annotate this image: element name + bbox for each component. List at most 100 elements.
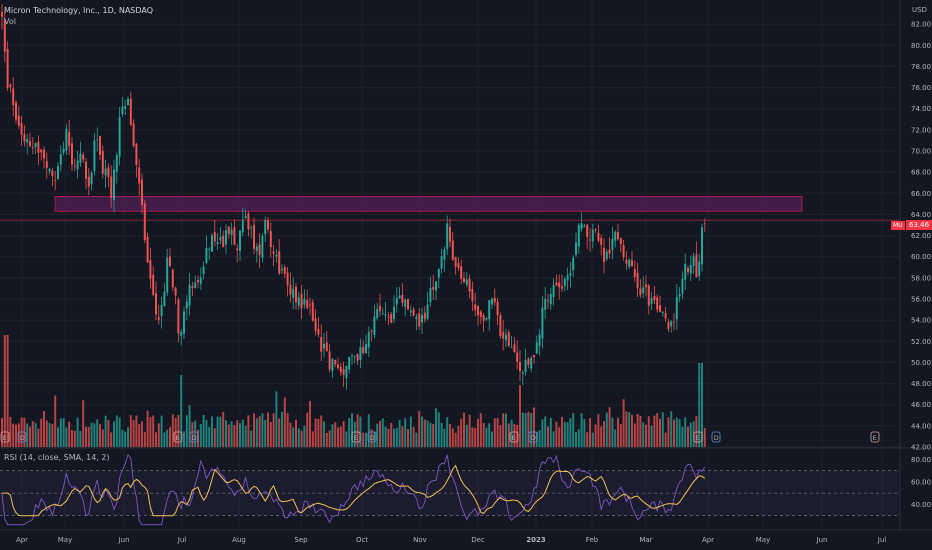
candle-body	[289, 284, 292, 295]
candle-body	[93, 140, 96, 172]
candle-body	[513, 344, 516, 352]
candle-body	[541, 307, 544, 339]
candle-body	[281, 268, 283, 271]
candle-body	[435, 281, 437, 291]
candle-body	[90, 172, 93, 185]
volume-bar	[163, 432, 166, 447]
candle-body	[617, 232, 619, 240]
candle-body	[482, 315, 485, 322]
volume-bar	[421, 416, 423, 447]
candle-body	[124, 106, 127, 109]
volume-bar	[171, 414, 174, 447]
volume-bar	[510, 419, 513, 447]
volume-bars	[1, 335, 706, 447]
price-tick-label: 70.00	[911, 148, 931, 156]
candle-body	[362, 347, 365, 354]
candle-body	[258, 244, 261, 256]
volume-bar	[320, 415, 323, 447]
volume-bar	[37, 428, 40, 447]
candle-body	[166, 257, 169, 293]
event-marker-label: D	[370, 434, 375, 442]
volume-bar	[353, 421, 356, 447]
volume-bar	[241, 419, 244, 447]
candle-body	[474, 304, 477, 310]
candle-body	[174, 287, 177, 296]
event-marker	[17, 431, 27, 443]
volume-bar	[113, 421, 115, 447]
volume-bar	[485, 427, 488, 447]
candle-body	[572, 257, 575, 271]
volume-bar	[54, 395, 57, 447]
event-marker-label: D	[531, 434, 536, 442]
candle-body	[239, 230, 241, 251]
candle-body	[107, 167, 110, 178]
volume-bar	[48, 423, 51, 447]
volume-bar	[379, 420, 381, 447]
volume-bar	[351, 413, 353, 447]
volume-bar	[597, 414, 600, 447]
candle-body	[23, 134, 26, 142]
candle-body	[465, 279, 468, 285]
candle-body	[636, 272, 639, 289]
volume-bar	[65, 427, 68, 447]
volume-bar	[594, 424, 597, 447]
time-tick-label: May	[756, 536, 770, 544]
event-marker-label: D	[192, 434, 197, 442]
event-marker	[693, 431, 703, 443]
volume-bar	[549, 417, 552, 447]
volume-bar	[211, 416, 213, 447]
candle-body	[605, 251, 608, 260]
volume-bar	[521, 412, 524, 447]
rsi-axis[interactable]: 80.00 60.00 40.00	[911, 456, 931, 509]
volume-bar	[118, 417, 121, 447]
candle-body	[188, 284, 191, 306]
resistance-zone	[54, 196, 803, 212]
rsi-panel	[0, 447, 932, 526]
candle-body	[619, 238, 622, 245]
candle-body	[59, 154, 62, 165]
volume-bar	[143, 431, 146, 447]
event-marker-label: E	[696, 434, 700, 442]
candle-body	[222, 235, 225, 248]
volume-bar	[45, 420, 48, 447]
candle-body	[227, 226, 230, 234]
volume-bar	[423, 419, 426, 447]
candle-body	[673, 321, 675, 323]
symbol-tag: MU	[891, 221, 905, 230]
candle-body	[135, 143, 138, 165]
candle-body	[667, 321, 670, 329]
candle-body	[253, 224, 255, 249]
volume-bar	[628, 412, 631, 447]
candle-body	[664, 313, 667, 319]
volume-bar	[264, 419, 267, 447]
candle-body	[6, 49, 9, 88]
event-marker-label: D	[714, 434, 719, 442]
volume-bar	[146, 410, 149, 447]
candle-body	[141, 179, 143, 206]
rsi-tick-label: 80.00	[911, 456, 931, 464]
volume-bar	[387, 428, 390, 447]
volume-bar	[678, 419, 681, 447]
volume-bar	[471, 427, 474, 447]
candle-body	[157, 317, 160, 320]
candle-body	[687, 267, 689, 272]
price-axis[interactable]: 82.00 80.00 78.00 76.00 74.00 72.00 70.00 68.00…	[911, 21, 931, 452]
candle-body	[275, 254, 278, 257]
volume-bar	[468, 414, 471, 447]
price-tick-label: 68.00	[911, 169, 931, 177]
candle-body	[337, 364, 339, 368]
volume-bar	[93, 423, 96, 447]
volume-bar	[194, 420, 197, 447]
candle-body	[269, 230, 272, 248]
candle-body	[113, 169, 115, 200]
volume-bar	[681, 426, 684, 447]
candle-body	[521, 372, 524, 374]
event-marker	[351, 431, 361, 443]
volume-bar	[401, 426, 404, 447]
volume-bar	[43, 411, 45, 447]
volume-bar	[169, 426, 171, 447]
price-tick-label: 48.00	[911, 380, 931, 388]
time-tick-label: Jun	[816, 536, 828, 544]
